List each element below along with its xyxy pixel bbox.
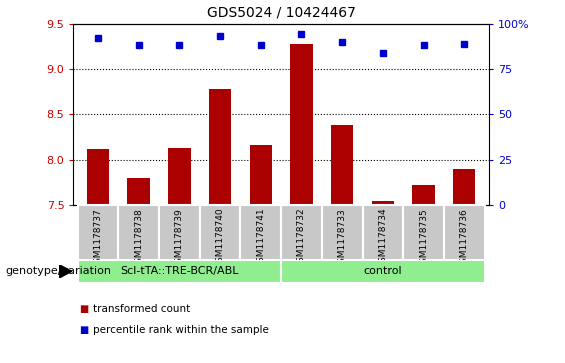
Bar [118,205,159,260]
Text: GSM1178732: GSM1178732 [297,208,306,269]
Bar [240,205,281,260]
Bar [77,260,281,283]
Text: Scl-tTA::TRE-BCR/ABL: Scl-tTA::TRE-BCR/ABL [120,266,238,276]
Text: GSM1178733: GSM1178733 [338,208,347,269]
Bar [322,205,363,260]
Polygon shape [59,265,72,278]
Text: GSM1178738: GSM1178738 [134,208,143,269]
Bar [331,125,353,205]
Text: GSM1178735: GSM1178735 [419,208,428,269]
Bar [444,205,485,260]
Text: ■: ■ [79,303,88,314]
Text: GSM1178740: GSM1178740 [215,208,224,269]
Bar [86,149,109,205]
Text: GSM1178741: GSM1178741 [257,208,265,269]
Text: transformed count: transformed count [93,303,190,314]
Bar [412,185,435,205]
Text: GSM1178739: GSM1178739 [175,208,184,269]
Bar [363,205,403,260]
Bar [403,205,444,260]
Bar [281,205,322,260]
Bar [290,44,312,205]
Bar [168,148,190,205]
Text: GSM1178736: GSM1178736 [460,208,469,269]
Bar [199,205,240,260]
Text: genotype/variation: genotype/variation [6,266,112,276]
Bar [250,145,272,205]
Bar [281,260,485,283]
Bar [453,169,476,205]
Title: GDS5024 / 10424467: GDS5024 / 10424467 [207,6,355,20]
Bar [209,89,231,205]
Bar [159,205,199,260]
Bar [372,201,394,205]
Text: GSM1178737: GSM1178737 [93,208,102,269]
Text: control: control [363,266,402,276]
Text: percentile rank within the sample: percentile rank within the sample [93,325,269,335]
Text: ■: ■ [79,325,88,335]
Text: GSM1178734: GSM1178734 [379,208,388,269]
Bar [77,205,118,260]
Bar [127,178,150,205]
